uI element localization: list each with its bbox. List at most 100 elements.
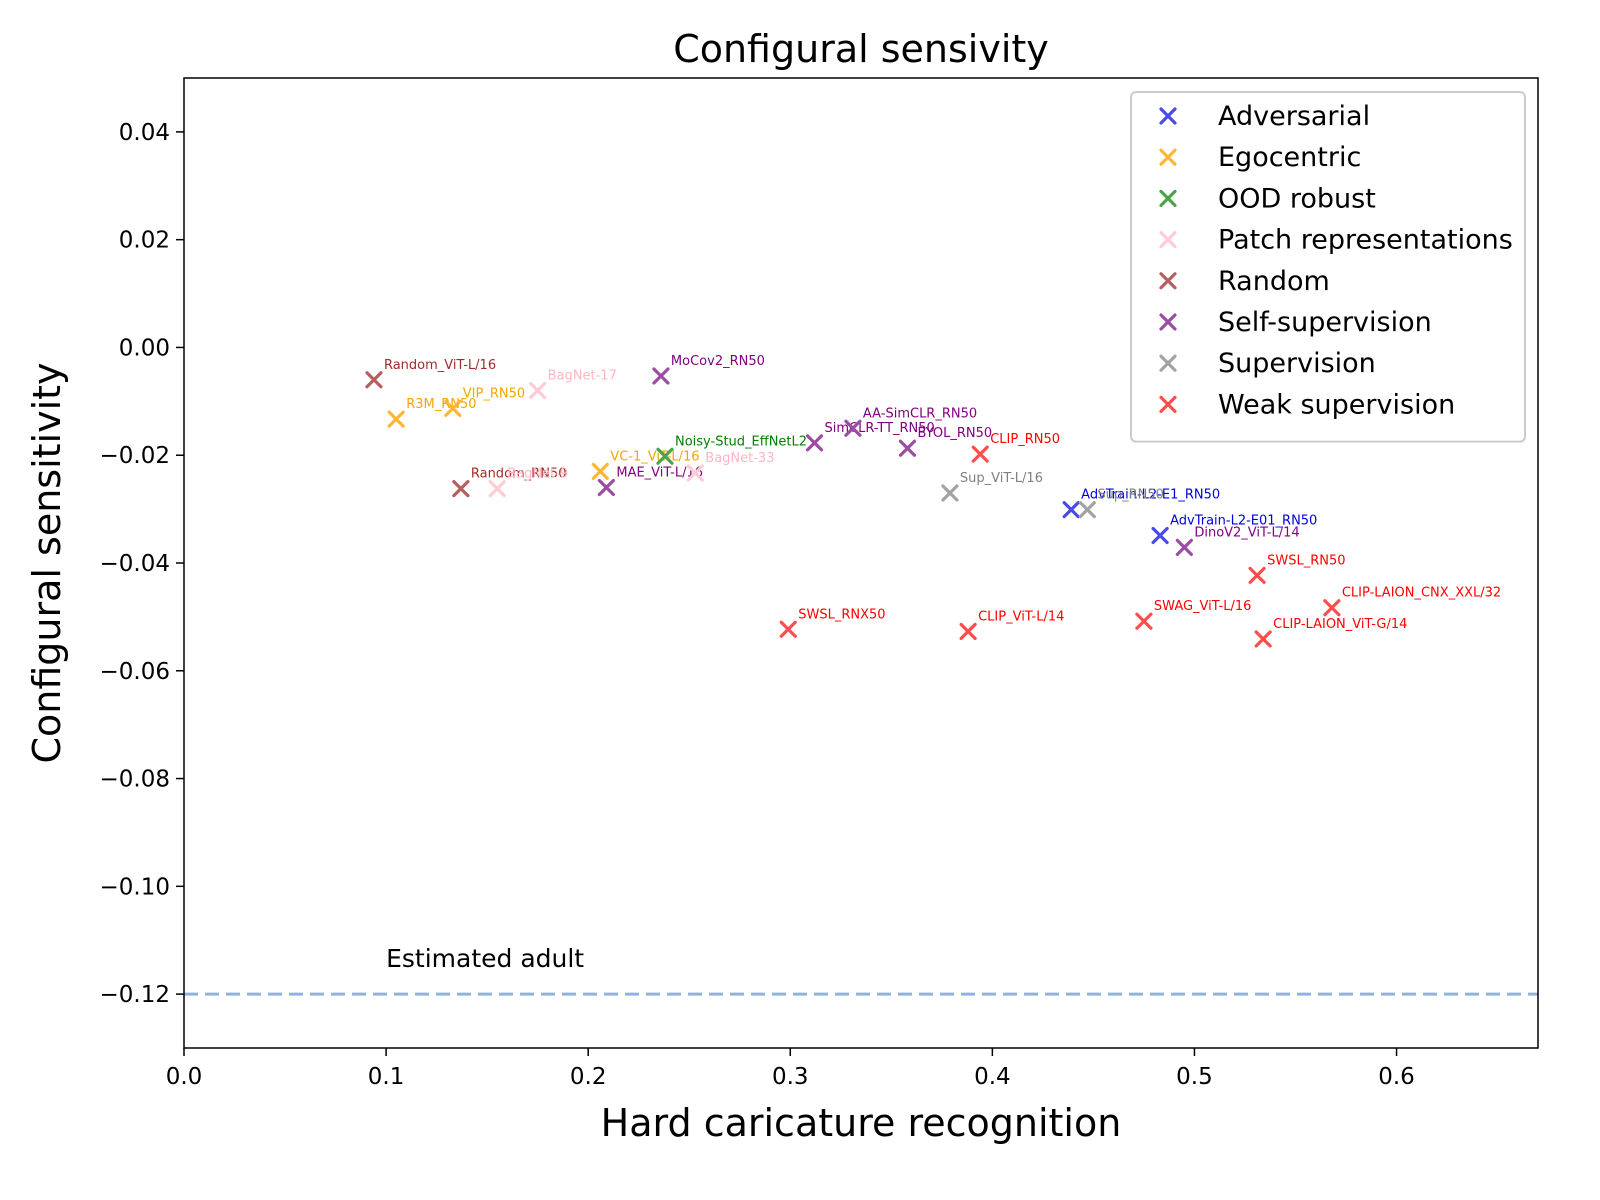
data-point-marker xyxy=(959,622,977,641)
y-tick-label: 0.04 xyxy=(119,120,170,146)
data-point-marker xyxy=(452,480,470,498)
x-tick-label: 0.6 xyxy=(1378,1064,1415,1090)
data-point-label: CLIP_ViT-L/14 xyxy=(978,609,1064,624)
data-point-marker xyxy=(1175,538,1193,556)
y-tick-label: 0.02 xyxy=(119,228,170,254)
chart-title: Configural sensivity xyxy=(673,27,1049,71)
y-tick-label: 0.00 xyxy=(119,335,170,361)
data-point-label: SWAG_ViT-L/16 xyxy=(1154,599,1251,614)
data-point-marker xyxy=(529,381,547,400)
data-point-label: BagNet-33 xyxy=(705,451,774,466)
data-point-marker xyxy=(1135,612,1153,630)
data-point-label: BagNet-9 xyxy=(507,467,568,482)
legend: Adversarial Egocentric OOD robust Patch rep… xyxy=(1130,91,1526,443)
data-point-label: CLIP_RN50 xyxy=(990,432,1060,447)
data-point-label: MoCov2_RN50 xyxy=(671,354,765,369)
data-point-marker xyxy=(365,371,383,389)
data-point-label: AdvTrain-L2-E01_RN50 xyxy=(1170,514,1317,529)
legend-label: OOD robust xyxy=(1218,183,1376,214)
legend-marker xyxy=(1159,189,1177,207)
legend-item: OOD robust xyxy=(1159,183,1376,214)
data-point-label: CLIP-LAION_CNX_XXL/32 xyxy=(1342,586,1501,601)
data-point-marker xyxy=(898,439,917,457)
data-point-label: Sup_RN50 xyxy=(1097,488,1164,503)
y-tick-label: −0.12 xyxy=(100,982,170,1008)
legend-marker xyxy=(1159,395,1177,413)
data-point-label: BagNet-17 xyxy=(548,369,617,384)
legend-marker xyxy=(1159,107,1177,125)
legend-label: Supervision xyxy=(1218,348,1376,379)
data-point-marker xyxy=(844,419,862,437)
data-point-marker xyxy=(1078,501,1096,519)
data-point-marker xyxy=(387,410,405,428)
data-point-marker xyxy=(971,445,989,463)
data-point-marker xyxy=(652,367,670,385)
data-point-marker xyxy=(591,462,609,480)
data-point-label: CLIP-LAION_ViT-G/14 xyxy=(1273,617,1407,632)
data-point-marker xyxy=(941,484,959,502)
y-tick-label: −0.04 xyxy=(100,551,170,577)
data-point-label: DinoV2_ViT-L/14 xyxy=(1194,525,1299,540)
data-point-marker xyxy=(1151,526,1169,545)
x-tick-label: 0.1 xyxy=(368,1064,405,1090)
y-tick-label: −0.06 xyxy=(100,659,170,685)
data-point-label: BYOL_RN50 xyxy=(917,426,992,441)
legend-marker xyxy=(1159,272,1177,290)
data-point-marker xyxy=(1062,501,1080,519)
y-tick-label: −0.02 xyxy=(100,443,170,469)
y-axis-label: Configural sensitivity xyxy=(25,362,69,763)
data-point-marker xyxy=(686,464,704,482)
data-point-label: Noisy-Stud_EffNetL2 xyxy=(675,434,807,449)
legend-label: Egocentric xyxy=(1218,142,1361,173)
data-point-marker xyxy=(1248,566,1266,584)
data-point-marker xyxy=(805,434,824,452)
reference-line-label: Estimated adult xyxy=(386,944,584,973)
data-point-label: MAE_ViT-L/16 xyxy=(616,466,703,481)
legend-item: Adversarial xyxy=(1159,101,1370,132)
data-point-label: AA-SimCLR_RN50 xyxy=(863,406,977,421)
legend-marker xyxy=(1159,313,1177,331)
data-point-label: SimCLR-TT_RN50 xyxy=(825,421,935,436)
legend-marker xyxy=(1159,354,1177,372)
data-point-marker xyxy=(488,480,506,498)
legend-label: Self-supervision xyxy=(1218,307,1432,338)
x-tick-label: 0.2 xyxy=(570,1064,607,1090)
y-axis-ticks: 0.04 0.02 0.00 −0.02 −0.04 −0.06 −0.08 −0.10 −0.… xyxy=(100,120,184,1008)
legend-label: Patch representations xyxy=(1218,225,1513,256)
data-point-marker xyxy=(1254,630,1272,648)
legend-box xyxy=(1130,91,1526,443)
x-tick-label: 0.3 xyxy=(772,1064,809,1090)
x-axis-label: Hard caricature recognition xyxy=(601,1101,1122,1145)
x-tick-label: 0.4 xyxy=(974,1064,1011,1090)
y-tick-label: −0.08 xyxy=(100,767,170,793)
data-point-marker xyxy=(1323,599,1341,617)
data-point-label: VC-1_ViT-L/16 xyxy=(610,449,699,464)
data-point-label: SWSL_RNX50 xyxy=(798,607,885,622)
legend-marker xyxy=(1159,148,1177,166)
legend-marker xyxy=(1159,231,1177,249)
legend-item: Egocentric xyxy=(1159,142,1361,173)
data-point-label: AdvTrain-L2-E1_RN50 xyxy=(1081,488,1220,503)
data-point-label: SWSL_RN50 xyxy=(1267,553,1345,568)
data-point-marker xyxy=(779,620,797,638)
y-tick-label: −0.10 xyxy=(100,874,170,900)
data-point-label: VIP_RN50 xyxy=(463,386,525,401)
legend-item: Weak supervision xyxy=(1159,389,1455,420)
x-tick-label: 0.5 xyxy=(1176,1064,1213,1090)
data-point-label: Random_ViT-L/16 xyxy=(384,358,496,373)
legend-item: Supervision xyxy=(1159,348,1376,379)
data-point-label: Sup_ViT-L/16 xyxy=(960,471,1043,486)
legend-label: Random xyxy=(1218,266,1330,297)
data-point-marker xyxy=(444,399,462,417)
data-point-marker xyxy=(656,447,674,465)
legend-item: Patch representations xyxy=(1159,225,1513,256)
plot-area: Estimated adultRandom_ViT-L/16R3M_RN50VI… xyxy=(184,354,1538,996)
x-tick-label: 0.0 xyxy=(166,1064,203,1090)
legend-item: Self-supervision xyxy=(1159,307,1432,338)
legend-item: Random xyxy=(1159,266,1330,297)
x-axis-ticks: 0.0 0.1 0.2 0.3 0.4 0.5 0.6 xyxy=(166,1048,1415,1090)
data-point-label: Random_RN50 xyxy=(471,467,567,482)
data-point-marker xyxy=(597,478,615,497)
legend-label: Weak supervision xyxy=(1218,389,1455,420)
